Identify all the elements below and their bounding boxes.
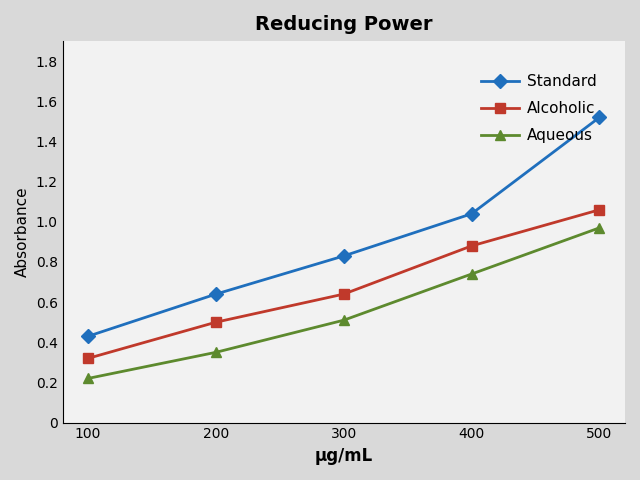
Standard xyxy=(84,334,92,339)
Line: Standard: Standard xyxy=(83,112,604,341)
Standard xyxy=(340,253,348,259)
Line: Aqueous: Aqueous xyxy=(83,223,604,383)
Alcoholic xyxy=(340,291,348,297)
Y-axis label: Absorbance: Absorbance xyxy=(15,187,30,277)
Standard xyxy=(468,211,476,216)
Alcoholic xyxy=(468,243,476,249)
Line: Alcoholic: Alcoholic xyxy=(83,205,604,363)
Aqueous xyxy=(596,225,604,231)
Legend: Standard, Alcoholic, Aqueous: Standard, Alcoholic, Aqueous xyxy=(475,68,603,149)
Aqueous xyxy=(340,317,348,323)
Standard xyxy=(596,115,604,120)
Standard xyxy=(212,291,220,297)
Alcoholic xyxy=(212,319,220,325)
Title: Reducing Power: Reducing Power xyxy=(255,15,433,34)
Alcoholic xyxy=(84,356,92,361)
Alcoholic xyxy=(596,207,604,213)
Aqueous xyxy=(84,375,92,381)
Aqueous xyxy=(212,349,220,355)
Aqueous xyxy=(468,271,476,277)
X-axis label: μg/mL: μg/mL xyxy=(315,447,373,465)
